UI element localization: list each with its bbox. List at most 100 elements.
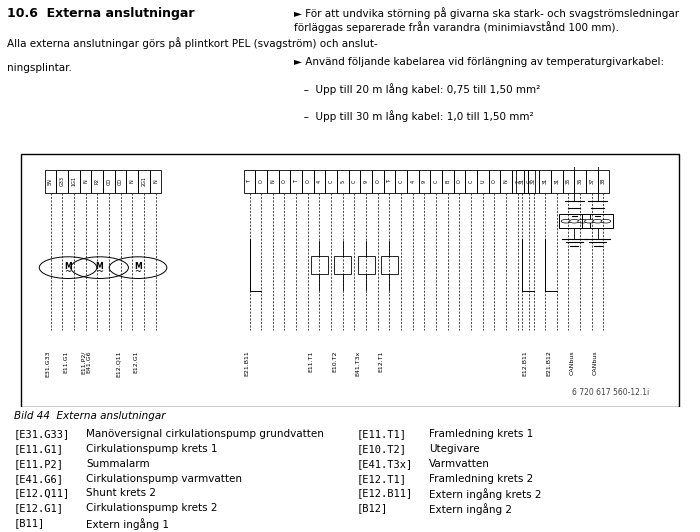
Bar: [115, 170, 127, 193]
Text: [E10.T2]: [E10.T2]: [357, 444, 407, 454]
Bar: [407, 170, 419, 193]
Text: [E31.G33]: [E31.G33]: [14, 429, 70, 439]
Bar: [372, 170, 384, 193]
Text: E31.G33: E31.G33: [46, 350, 50, 377]
Text: E12.B11: E12.B11: [523, 350, 528, 376]
Text: O: O: [492, 179, 497, 183]
Text: [B12]: [B12]: [357, 503, 388, 513]
Text: 4: 4: [410, 180, 415, 183]
Bar: [430, 170, 442, 193]
Bar: [80, 170, 92, 193]
Text: T-: T-: [387, 179, 392, 184]
Text: [E11.G1]: [E11.G1]: [14, 444, 64, 454]
Text: 10.6  Externa anslutningar: 10.6 Externa anslutningar: [7, 7, 195, 20]
Bar: [384, 170, 395, 193]
Text: O: O: [305, 179, 310, 183]
Text: E10.T2: E10.T2: [332, 350, 337, 372]
Text: E21.B12: E21.B12: [546, 350, 551, 376]
Circle shape: [578, 219, 587, 223]
Bar: [500, 170, 512, 193]
Text: M: M: [134, 262, 142, 271]
Text: [E11.P2]: [E11.P2]: [14, 459, 64, 469]
Text: CANbus: CANbus: [569, 350, 574, 375]
Text: [B11]: [B11]: [14, 518, 45, 528]
Text: 37: 37: [589, 178, 594, 184]
Text: E12.T1: E12.T1: [379, 350, 384, 372]
Text: 2: 2: [515, 180, 520, 183]
Text: CO: CO: [118, 178, 123, 185]
Text: N: N: [503, 179, 509, 183]
Text: Summalarm: Summalarm: [86, 459, 150, 469]
Bar: [127, 170, 138, 193]
Text: ~: ~: [134, 267, 141, 276]
Text: N: N: [153, 179, 158, 183]
Text: 35: 35: [566, 178, 571, 184]
Circle shape: [561, 219, 571, 223]
Text: Bild 44  Externa anslutningar: Bild 44 Externa anslutningar: [14, 411, 165, 421]
Text: P2: P2: [94, 178, 99, 184]
Bar: [267, 170, 279, 193]
Text: [E12.T1]: [E12.T1]: [357, 473, 407, 484]
Bar: [326, 170, 337, 193]
Bar: [358, 256, 374, 274]
Bar: [92, 170, 103, 193]
Text: ~: ~: [64, 267, 71, 276]
Bar: [334, 256, 351, 274]
Bar: [582, 214, 613, 228]
Text: E41.T3x: E41.T3x: [356, 350, 360, 376]
Text: T: T: [293, 180, 299, 182]
Bar: [477, 170, 489, 193]
Bar: [574, 170, 586, 193]
Text: O: O: [457, 179, 462, 183]
Text: N: N: [130, 179, 134, 183]
Text: C: C: [527, 179, 532, 183]
Text: [E41.T3x]: [E41.T3x]: [357, 459, 413, 469]
Text: U: U: [480, 179, 485, 183]
Circle shape: [584, 219, 594, 223]
Text: ► För att undvika störning på givarna ska stark- och svagströmsledningar förlägg: ► För att undvika störning på givarna sk…: [294, 7, 679, 33]
Bar: [419, 170, 430, 193]
Text: Utegivare: Utegivare: [429, 444, 480, 454]
Text: CO: CO: [106, 178, 111, 185]
Text: 9: 9: [363, 180, 369, 182]
Text: C: C: [468, 179, 474, 183]
Text: O: O: [259, 179, 264, 183]
Circle shape: [601, 219, 610, 223]
Text: –  Upp till 30 m lång kabel: 1,0 till 1,50 mm²: – Upp till 30 m lång kabel: 1,0 till 1,5…: [294, 110, 533, 122]
Bar: [337, 170, 349, 193]
Text: Varmvatten: Varmvatten: [429, 459, 490, 469]
Text: Cirkulationspump krets 2: Cirkulationspump krets 2: [86, 503, 218, 513]
Bar: [512, 170, 524, 193]
Bar: [103, 170, 115, 193]
Text: ~: ~: [96, 267, 103, 276]
Bar: [138, 170, 150, 193]
Text: E12.Q11: E12.Q11: [116, 350, 120, 377]
Bar: [68, 170, 80, 193]
Circle shape: [593, 219, 603, 223]
Bar: [256, 170, 267, 193]
Text: N: N: [83, 179, 88, 183]
Text: M: M: [64, 262, 72, 271]
Text: ► Använd följande kabelarea vid förlängning av temperaturgivarkabel:: ► Använd följande kabelarea vid förlängn…: [294, 56, 664, 66]
Text: E11.P2/
E41.G6: E11.P2/ E41.G6: [80, 350, 92, 373]
Text: –  Upp till 20 m lång kabel: 0,75 till 1,50 mm²: – Upp till 20 m lång kabel: 0,75 till 1,…: [294, 84, 540, 95]
Text: M: M: [96, 262, 104, 271]
Text: E21.B11: E21.B11: [244, 350, 249, 376]
Text: T: T: [247, 180, 252, 182]
Text: 32: 32: [531, 178, 536, 184]
Text: Alla externa anslutningar görs på plintkort PEL (svagström) och anslut-: Alla externa anslutningar görs på plintk…: [7, 37, 378, 49]
Bar: [516, 170, 528, 193]
Text: ningsplintar.: ningsplintar.: [7, 63, 72, 72]
Text: Manöversignal cirkulationspump grundvatten: Manöversignal cirkulationspump grundvatt…: [86, 429, 324, 439]
Text: Extern ingång krets 2: Extern ingång krets 2: [429, 488, 541, 501]
Text: Shunt krets 2: Shunt krets 2: [86, 488, 156, 498]
Text: C: C: [433, 179, 439, 183]
Text: 36: 36: [578, 178, 582, 184]
Bar: [314, 170, 326, 193]
Text: [E12.G1]: [E12.G1]: [14, 503, 64, 513]
Text: CANbus: CANbus: [593, 350, 598, 375]
Text: Cirkulationspump varmvatten: Cirkulationspump varmvatten: [86, 473, 242, 484]
Text: E12.G1: E12.G1: [133, 350, 138, 373]
Text: Extern ingång 1: Extern ingång 1: [86, 518, 169, 530]
Text: O: O: [375, 179, 380, 183]
